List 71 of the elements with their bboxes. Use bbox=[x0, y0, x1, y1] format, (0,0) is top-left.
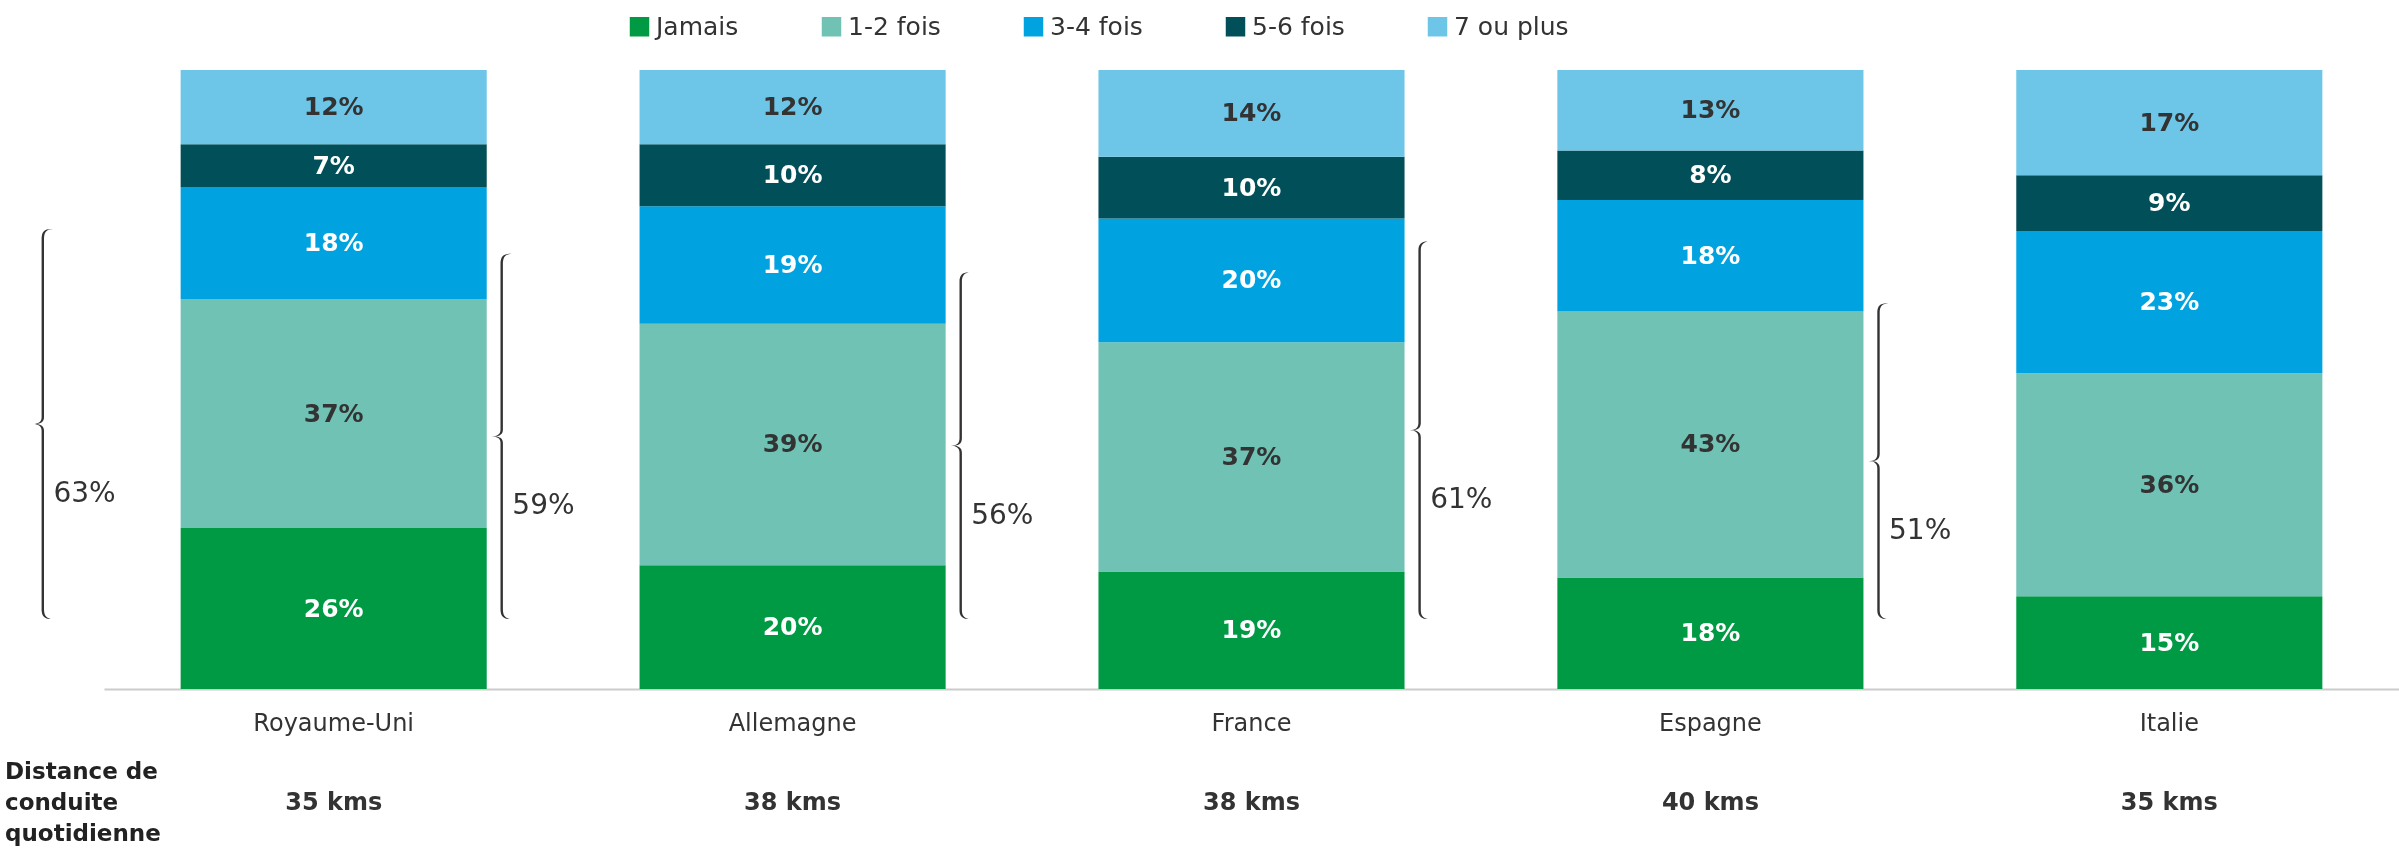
bar bbox=[2016, 70, 2323, 176]
bar bbox=[1557, 311, 1864, 578]
data-label: 7% bbox=[312, 150, 355, 180]
legend-label: 1-2 fois bbox=[848, 11, 941, 41]
data-label: 37% bbox=[303, 398, 364, 428]
data-label: 18% bbox=[1680, 618, 1741, 648]
data-label: 36% bbox=[2139, 469, 2200, 499]
bar bbox=[639, 565, 946, 689]
data-label: 19% bbox=[1221, 615, 1282, 645]
annotation: 56% bbox=[971, 497, 1034, 531]
text: 38 kms bbox=[744, 788, 842, 816]
bar bbox=[1098, 571, 1405, 689]
data-label: 15% bbox=[2139, 627, 2200, 657]
annotation: 51% bbox=[1889, 513, 1952, 547]
bar bbox=[1557, 577, 1864, 689]
data-label: 19% bbox=[762, 249, 823, 279]
data-label: 12% bbox=[303, 92, 364, 122]
bar bbox=[639, 323, 946, 566]
bar bbox=[2016, 373, 2323, 597]
bar bbox=[180, 187, 487, 300]
x-tick-label: Allemagne bbox=[728, 708, 857, 737]
legend-label: 5-6 fois bbox=[1252, 11, 1345, 41]
bar bbox=[639, 70, 946, 145]
data-label: 17% bbox=[2139, 107, 2200, 137]
text: 35 kms bbox=[285, 788, 383, 816]
bar bbox=[1098, 342, 1405, 572]
bar bbox=[1098, 70, 1405, 157]
data-label: 10% bbox=[1221, 172, 1282, 202]
bar bbox=[2016, 596, 2323, 689]
bar bbox=[1098, 156, 1405, 219]
bar bbox=[1557, 199, 1864, 312]
data-label: 26% bbox=[303, 593, 364, 623]
text: Distance de conduite quotidienne bbox=[5, 758, 161, 846]
data-label: 39% bbox=[762, 429, 823, 459]
data-label: 18% bbox=[303, 228, 364, 258]
data-label: 18% bbox=[1680, 240, 1741, 270]
x-tick-label: Royaume-Uni bbox=[253, 708, 415, 737]
legend-label: 3-4 fois bbox=[1050, 11, 1143, 41]
text: 35 kms bbox=[2120, 788, 2218, 816]
legend-label: 7 ou plus bbox=[1454, 11, 1569, 41]
data-label: 37% bbox=[1221, 441, 1282, 471]
bar bbox=[1098, 218, 1405, 343]
data-label: 20% bbox=[762, 612, 823, 642]
data-label: 23% bbox=[2139, 287, 2200, 317]
x-tick-label: France bbox=[1211, 708, 1292, 737]
data-label: 10% bbox=[762, 160, 823, 190]
data-label: 12% bbox=[762, 92, 823, 122]
bar bbox=[180, 528, 487, 689]
data-label: 20% bbox=[1221, 265, 1282, 295]
bar bbox=[639, 144, 946, 207]
data-label: 13% bbox=[1680, 95, 1741, 125]
text: 38 kms bbox=[1202, 788, 1301, 816]
text: 40 kms bbox=[1661, 788, 1759, 816]
annotation: 59% bbox=[512, 488, 575, 522]
bar bbox=[180, 144, 487, 188]
bar bbox=[180, 299, 487, 529]
x-tick-label: Italie bbox=[2139, 708, 2199, 737]
legend-label: Jamais bbox=[654, 11, 739, 41]
bar bbox=[639, 206, 946, 324]
data-label: 14% bbox=[1221, 98, 1282, 128]
bar bbox=[2016, 230, 2323, 374]
bar bbox=[2016, 175, 2323, 231]
bar bbox=[1557, 70, 1864, 151]
annotation: 61% bbox=[1430, 482, 1493, 516]
x-tick-label: Espagne bbox=[1658, 708, 1762, 737]
bar bbox=[1557, 150, 1864, 200]
data-label: 9% bbox=[2148, 188, 2191, 218]
data-label: 8% bbox=[1689, 160, 1732, 190]
bar bbox=[180, 70, 487, 145]
data-label: 43% bbox=[1680, 429, 1741, 459]
annotation: 63% bbox=[53, 476, 116, 510]
